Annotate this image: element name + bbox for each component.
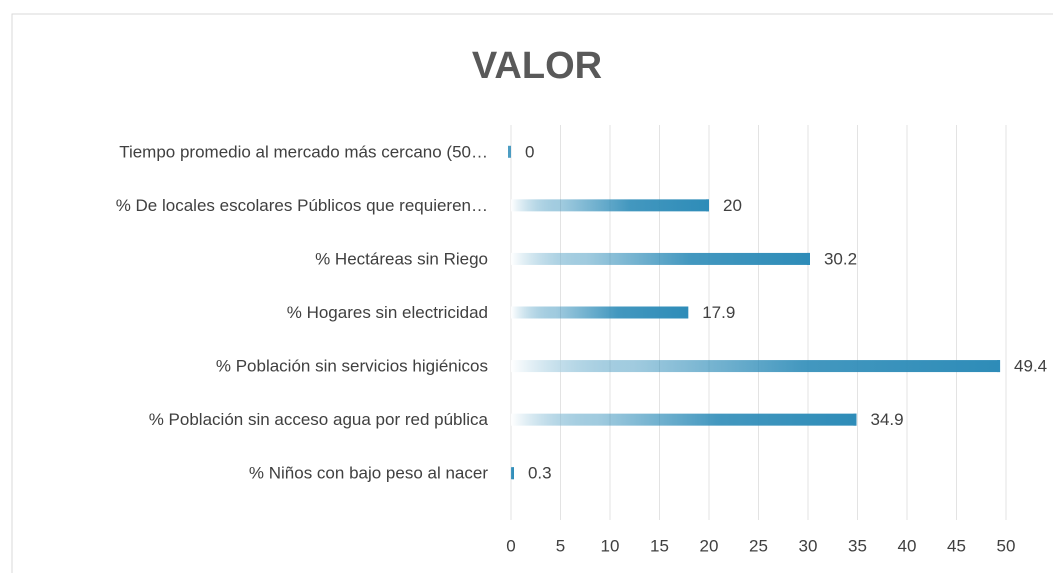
value-label: 30.2 (824, 249, 857, 268)
x-tick-label: 45 (947, 536, 966, 555)
bar (511, 413, 857, 426)
bar-edge (997, 360, 1001, 373)
value-label: 0.3 (528, 464, 552, 483)
bar (511, 199, 709, 212)
x-tick-label: 15 (650, 536, 669, 555)
y-tick-label: Tiempo promedio al mercado más cercano (… (119, 142, 488, 161)
chart-frame (11, 13, 1053, 573)
chart-title: VALOR (472, 45, 602, 87)
value-label: 17.9 (702, 303, 735, 322)
bar-edge (806, 252, 810, 265)
y-tick-label: % De locales escolares Públicos que requ… (116, 196, 488, 215)
y-tick-label: % Población sin acceso agua por red públ… (149, 410, 489, 429)
bar (511, 360, 1001, 373)
bar-edge (853, 413, 857, 426)
bar-edge (508, 145, 511, 158)
y-tick-label: % Hectáreas sin Riego (315, 249, 488, 268)
x-tick-label: 0 (506, 536, 515, 555)
bar (511, 252, 810, 265)
bar (511, 306, 689, 319)
y-tick-label: % Población sin servicios higiénicos (216, 357, 488, 376)
x-tick-label: 50 (997, 536, 1016, 555)
x-tick-label: 30 (799, 536, 818, 555)
x-tick-label: 25 (749, 536, 768, 555)
bar-edge (685, 306, 689, 319)
x-tick-label: 5 (556, 536, 565, 555)
bar-edge (706, 199, 709, 212)
x-tick-label: 40 (898, 536, 917, 555)
value-label: 49.4 (1014, 357, 1047, 376)
y-tick-label: % Hogares sin electricidad (287, 303, 488, 322)
x-tick-label: 10 (601, 536, 620, 555)
value-label: 34.9 (871, 410, 904, 429)
value-label: 20 (723, 196, 742, 215)
x-tick-label: 20 (700, 536, 719, 555)
x-tick-label: 35 (848, 536, 867, 555)
value-label: 0 (525, 142, 534, 161)
y-tick-label: % Niños con bajo peso al nacer (249, 464, 488, 483)
bar-edge (510, 467, 514, 480)
